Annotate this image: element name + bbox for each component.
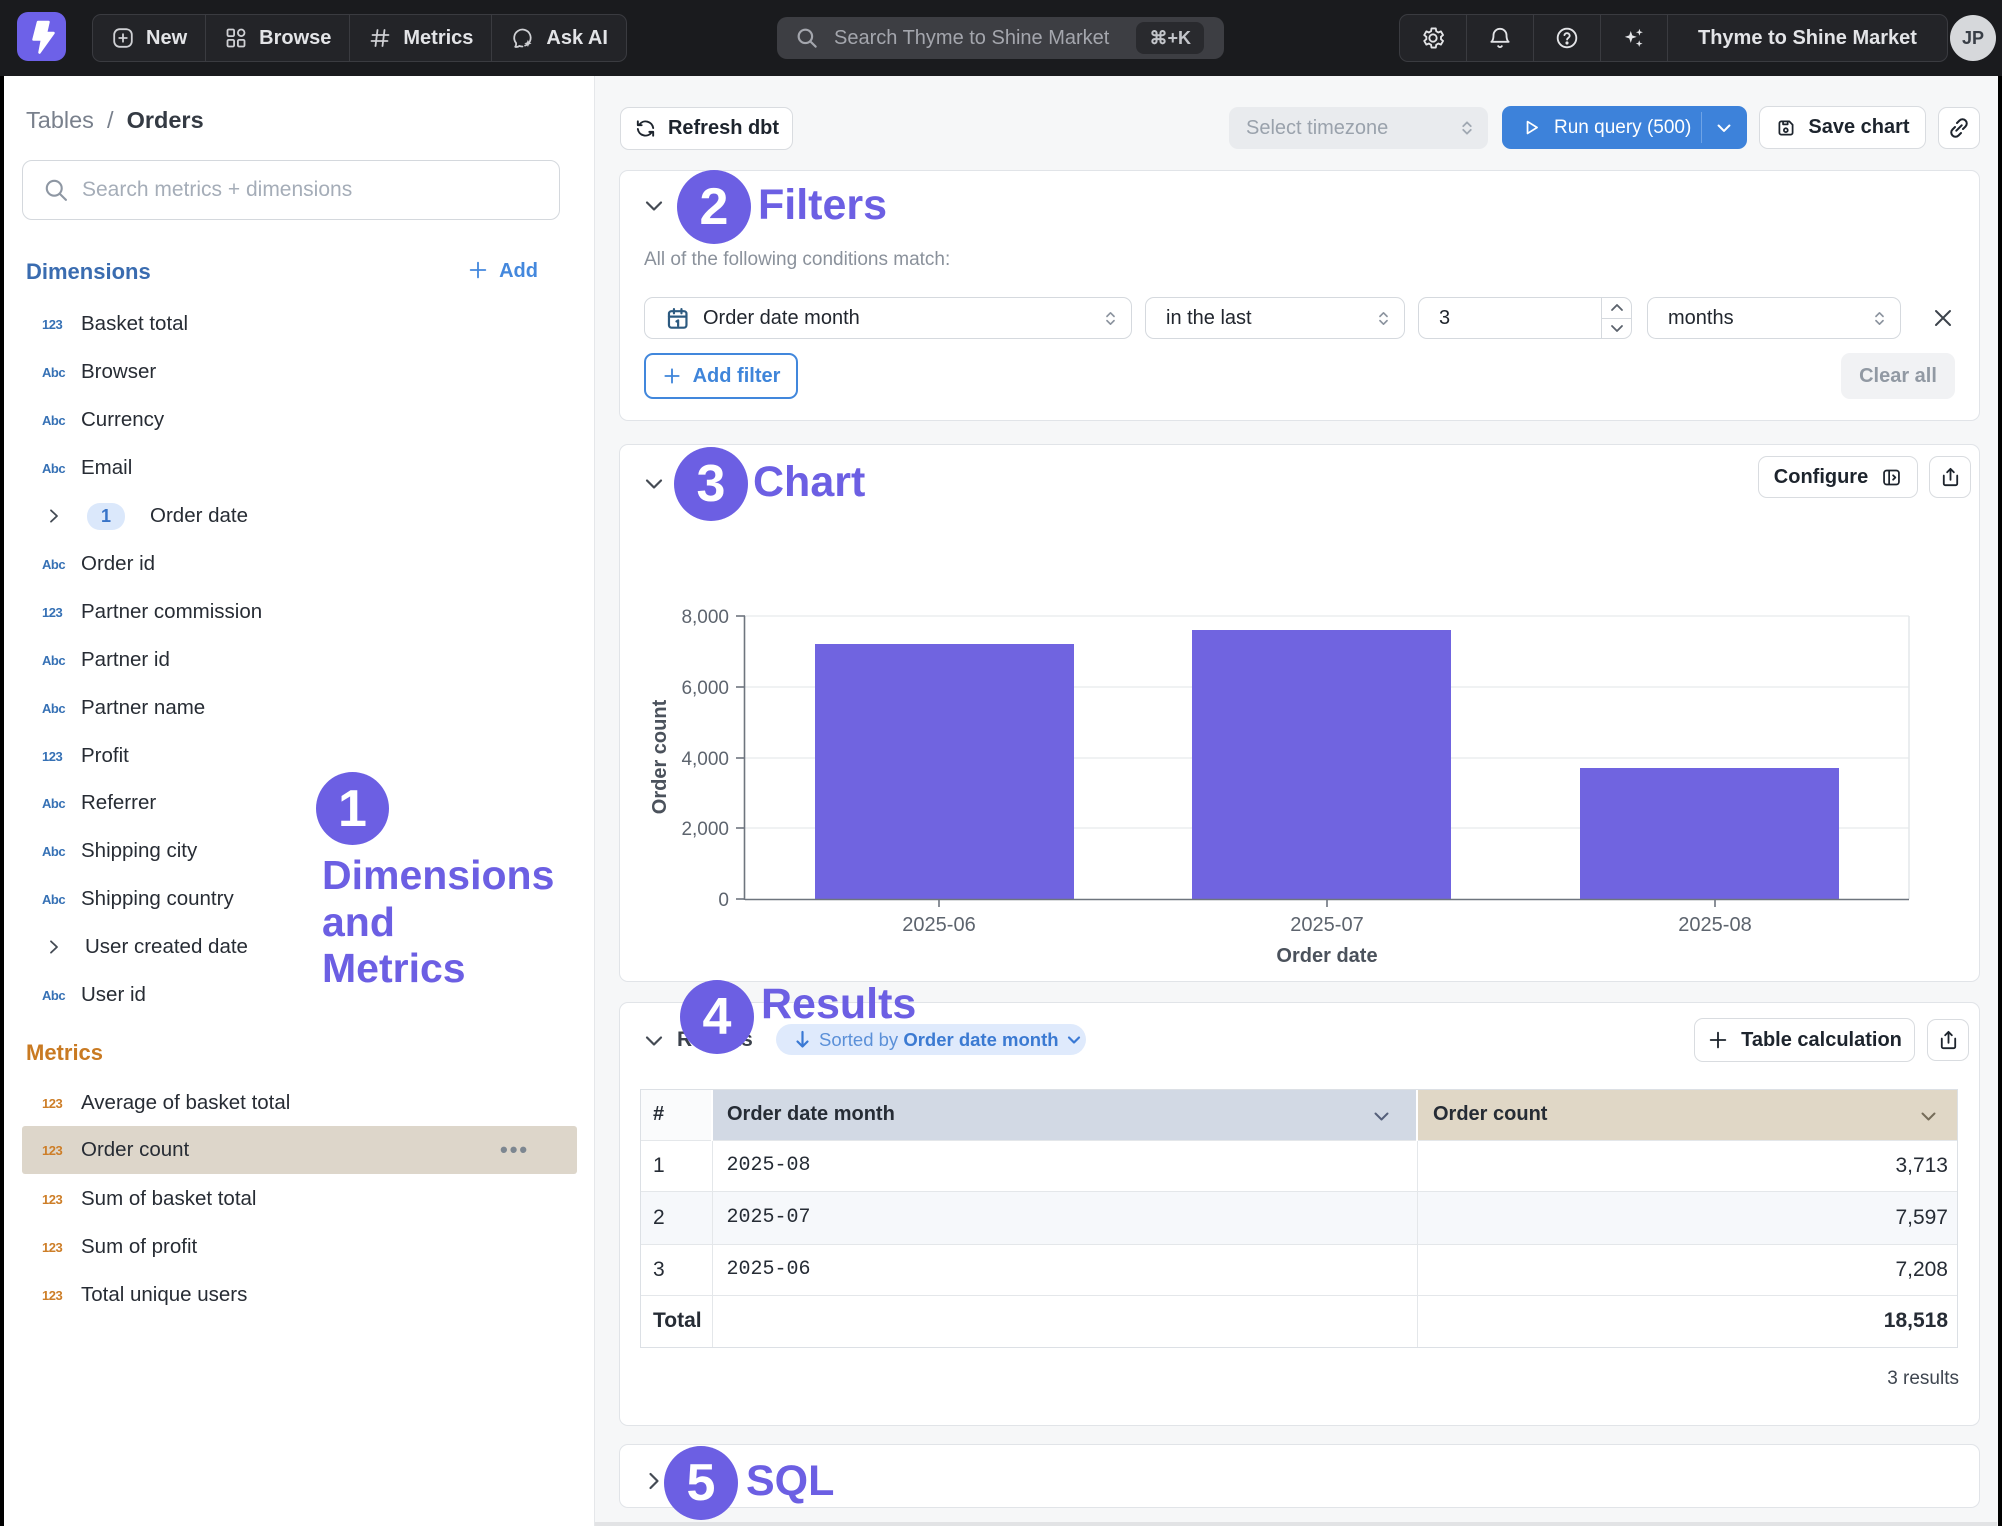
svg-text:4,000: 4,000	[681, 749, 729, 770]
svg-text:2025-08: 2025-08	[1678, 914, 1751, 936]
svg-text:8,000: 8,000	[681, 607, 729, 628]
svg-text:2,000: 2,000	[681, 819, 729, 840]
svg-text:2025-06: 2025-06	[902, 914, 975, 936]
svg-text:6,000: 6,000	[681, 678, 729, 699]
svg-text:2025-07: 2025-07	[1290, 914, 1363, 936]
svg-text:Order count: Order count	[649, 699, 671, 814]
svg-text:0: 0	[718, 890, 729, 911]
svg-text:Order date: Order date	[1276, 945, 1377, 967]
